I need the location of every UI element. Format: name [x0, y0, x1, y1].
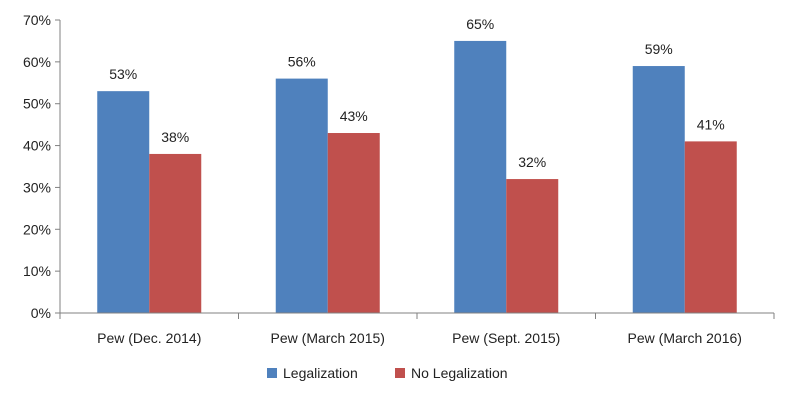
- bar-legalization: [454, 40, 507, 314]
- y-tick-label: 60%: [23, 54, 51, 70]
- y-axis: 0% 10% 20% 30% 40% 50% 60% 70%: [23, 12, 61, 321]
- bars: [97, 40, 737, 314]
- legend-label: Legalization: [283, 365, 358, 381]
- bar-legalization: [97, 91, 150, 314]
- bar-legalization: [632, 66, 685, 314]
- data-label: 38%: [161, 129, 189, 145]
- bar-no-legalization: [327, 133, 380, 313]
- y-tick-label: 20%: [23, 221, 51, 237]
- data-label: 59%: [645, 41, 673, 57]
- legend-label: No Legalization: [411, 365, 508, 381]
- data-label: 56%: [288, 54, 316, 70]
- bar-no-legalization: [506, 179, 559, 313]
- data-label: 41%: [697, 116, 725, 132]
- y-tick-label: 10%: [23, 263, 51, 279]
- bar-no-legalization: [684, 141, 737, 313]
- x-category-label: Pew (March 2015): [271, 330, 385, 346]
- x-axis: Pew (Dec. 2014) Pew (March 2015) Pew (Sept…: [59, 312, 775, 346]
- legend-swatch: [267, 368, 277, 378]
- legend: Legalization No Legalization: [267, 365, 508, 381]
- legend-swatch: [395, 368, 405, 378]
- bar-no-legalization: [149, 153, 202, 313]
- x-category-label: Pew (March 2016): [628, 330, 742, 346]
- y-tick-label: 70%: [23, 12, 51, 28]
- x-category-label: Pew (Sept. 2015): [452, 330, 560, 346]
- data-label: 53%: [109, 66, 137, 82]
- y-tick-label: 50%: [23, 96, 51, 112]
- data-labels: 53% 56% 65% 59% 38% 43% 32% 41%: [109, 16, 725, 170]
- y-tick-label: 40%: [23, 138, 51, 154]
- x-category-label: Pew (Dec. 2014): [97, 330, 201, 346]
- y-tick-label: 0%: [31, 305, 51, 321]
- data-label: 32%: [518, 154, 546, 170]
- data-label: 43%: [340, 108, 368, 124]
- y-tick-label: 30%: [23, 179, 51, 195]
- data-label: 65%: [466, 16, 494, 32]
- bar-legalization: [275, 78, 328, 313]
